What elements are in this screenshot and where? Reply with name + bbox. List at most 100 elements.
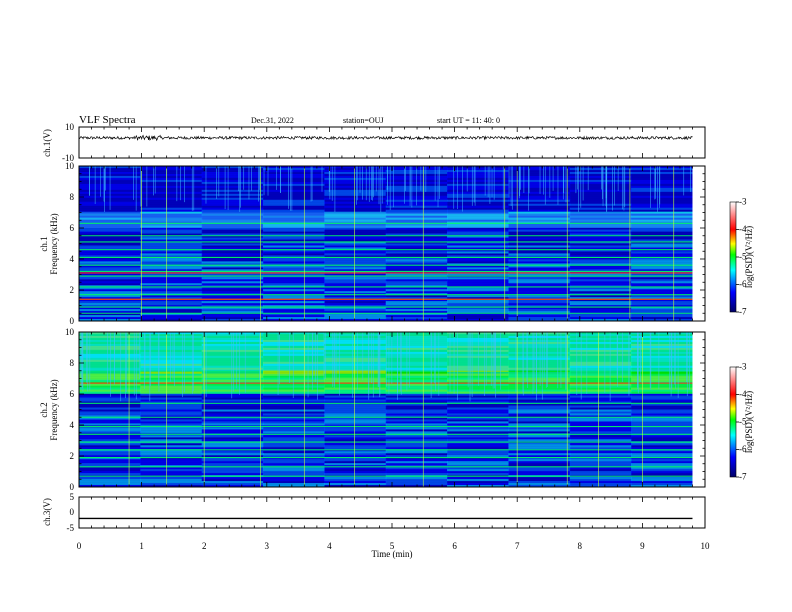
spectrogram-cell	[631, 305, 694, 308]
spectrogram-cell	[79, 473, 141, 476]
spectrogram-cell	[140, 297, 203, 300]
spectrogram-cell	[140, 213, 203, 216]
spectrogram-cell	[324, 471, 387, 474]
spectrogram-cell	[324, 283, 387, 286]
spectrogram-cell	[263, 435, 325, 438]
spectrogram-cell	[201, 233, 264, 236]
spectrogram-cell	[324, 463, 387, 466]
spectrogram-cell	[201, 245, 264, 248]
spectrogram-cell	[569, 407, 632, 410]
spectrogram-cell	[324, 269, 387, 272]
time-axis-tick-label: 7	[515, 541, 520, 551]
spectrogram-cell	[508, 203, 571, 207]
spectrogram-cell	[201, 299, 264, 302]
spectrogram-cell	[631, 485, 694, 488]
colorbar-tick-label: -3	[739, 362, 747, 372]
spectrogram-cell	[263, 387, 325, 390]
spectrogram-cell	[447, 269, 510, 272]
spectrogram-cell	[201, 203, 264, 207]
spectrogram-cell	[79, 439, 141, 442]
spectrogram-cell	[324, 421, 387, 424]
spectrogram-cell	[385, 465, 448, 468]
spectrogram-cell	[324, 445, 387, 448]
spectrogram-cell	[385, 215, 448, 218]
spectrogram-cell	[447, 265, 510, 268]
spectrogram-cell	[324, 207, 387, 211]
spectrogram-cell	[140, 311, 203, 314]
spectrogram-cell	[447, 193, 510, 197]
spectrogram-cell	[385, 191, 448, 195]
spectrogram-ytick-label: 4	[70, 420, 75, 430]
spectrogram-cell	[508, 391, 571, 394]
spectrogram-cell	[508, 407, 571, 410]
spectrogram-cell	[508, 409, 571, 412]
spectrogram-cell	[324, 479, 387, 482]
spectrogram-cell	[79, 419, 141, 422]
spectrogram-cell	[79, 269, 141, 272]
spectrogram-cell	[569, 233, 632, 236]
spectrogram-cell	[631, 407, 694, 410]
spectrogram-cell	[569, 183, 632, 187]
spectrogram-cell	[631, 185, 694, 189]
spectrogram-cell	[447, 307, 510, 310]
spectrogram-cell	[508, 229, 571, 232]
spectrogram-cell	[385, 383, 448, 386]
spectrogram-cell	[447, 469, 510, 472]
spectrogram-cell	[508, 209, 571, 213]
spectrogram-cell	[385, 385, 448, 388]
spectrogram-cell	[263, 379, 325, 382]
spectrogram-cell	[385, 169, 448, 173]
spectrogram-cell	[263, 443, 325, 446]
spectrogram-cell	[140, 457, 203, 460]
spectrogram-cell	[79, 453, 141, 456]
spectrogram-cell	[79, 217, 141, 220]
spectrogram-cell	[79, 281, 141, 284]
spectrogram-cell	[508, 267, 571, 270]
spectrogram-cell	[631, 183, 694, 187]
spectrogram-cell	[201, 479, 264, 482]
spectrogram-cell	[508, 183, 571, 187]
spectrogram-cell	[631, 449, 694, 452]
spectrogram-cell	[569, 447, 632, 450]
spectrogram-cell	[324, 385, 387, 388]
spectrogram-cell	[569, 229, 632, 232]
spectrogram-cell	[508, 223, 571, 226]
spectrogram-cell	[263, 239, 325, 242]
spectrogram-cell	[508, 447, 571, 450]
spectrogram-cell	[79, 291, 141, 294]
spectrogram-cell	[508, 481, 571, 484]
spectrogram-cell	[324, 211, 387, 214]
spectrogram-cell	[324, 223, 387, 226]
spectrogram-cell	[263, 267, 325, 270]
spectrogram-cell	[508, 445, 571, 448]
spectrogram-cell	[508, 417, 571, 420]
spectrogram-cell	[447, 255, 510, 258]
spectrogram-cell	[631, 199, 694, 203]
spectrogram-cell	[201, 427, 264, 430]
spectrogram-cell	[324, 245, 387, 248]
spectrogram-cell	[79, 311, 141, 314]
spectrogram-cell	[201, 467, 264, 470]
spectrogram-cell	[569, 231, 632, 234]
spectrogram-cell	[569, 423, 632, 426]
spectrogram-cell	[140, 281, 203, 284]
spectrogram-cell	[385, 315, 448, 318]
spectrogram-cell	[201, 243, 264, 246]
spectrogram-cell	[631, 237, 694, 240]
spectrogram-cell	[447, 467, 510, 470]
spectrogram-cell	[79, 389, 141, 392]
spectrogram-cell	[79, 315, 141, 318]
spectrogram-cell	[79, 377, 141, 380]
time-axis-tick-label: 9	[640, 541, 645, 551]
spectrogram-cell	[385, 369, 448, 373]
spectrogram-cell	[569, 303, 632, 306]
spectrogram-cell	[263, 455, 325, 458]
spectrogram-cell	[447, 187, 510, 191]
spectrogram-cell	[140, 397, 203, 400]
spectrogram-cell	[140, 189, 203, 193]
spectrogram-cell	[508, 215, 571, 218]
spectrogram-cell	[324, 373, 387, 377]
spectrogram-cell	[569, 269, 632, 272]
spectrogram-cell	[569, 257, 632, 260]
